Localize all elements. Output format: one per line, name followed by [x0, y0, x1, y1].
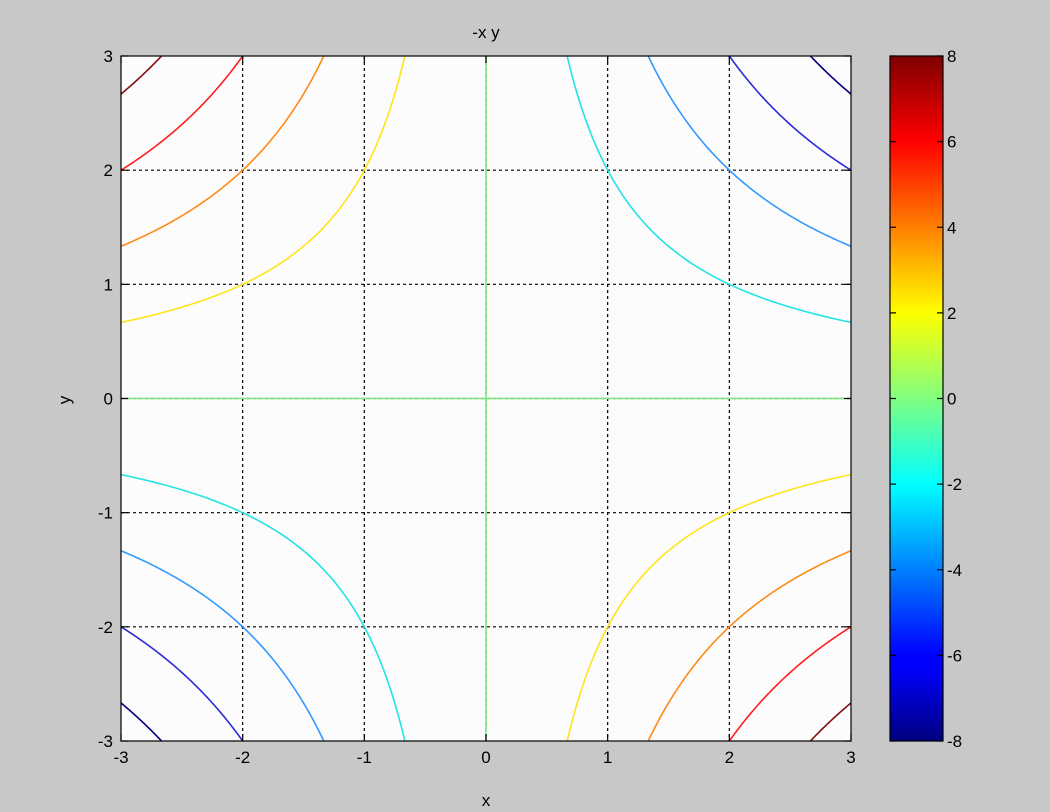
y-tick-label: 1	[104, 275, 113, 294]
contour-line-level--2	[566, 56, 851, 324]
colorbar-gradient	[889, 55, 944, 742]
contour-line-level-8	[121, 56, 163, 95]
y-tick-label: 3	[104, 47, 113, 66]
contour-line-level-4	[647, 549, 851, 741]
plot-area: -3 -2 -1 0 1 2 3 -3 -2 -1 0 1 2 3	[98, 47, 856, 767]
contour-layer	[121, 56, 851, 741]
colorbar-tick-label: -2	[947, 475, 962, 494]
colorbar-tick-label: 0	[947, 390, 956, 409]
contour-line-level-6	[728, 626, 851, 741]
x-tick-label: 0	[481, 748, 490, 767]
colorbar-tick-label: 8	[947, 47, 956, 66]
x-tick-label: -2	[235, 748, 250, 767]
x-axis-label: x	[482, 791, 491, 810]
y-tick-label: 2	[104, 161, 113, 180]
contour-line-level--2	[121, 473, 406, 741]
contour-line-level-6	[121, 56, 244, 171]
contour-line-level--6	[121, 626, 244, 741]
tick-layer: -3 -2 -1 0 1 2 3 -3 -2 -1 0 1 2 3	[98, 47, 856, 767]
y-tick-label: -1	[98, 504, 113, 523]
y-tick-label: -2	[98, 618, 113, 637]
colorbar-tick-label: 6	[947, 133, 956, 152]
x-tick-label: -1	[357, 748, 372, 767]
contour-line-level-4	[121, 56, 325, 248]
contour-line-level-2	[566, 473, 851, 741]
colorbar-tick-label: -8	[947, 732, 962, 751]
contour-line-level--4	[647, 56, 851, 248]
colorbar-tick-label: 2	[947, 304, 956, 323]
colorbar-ticks: -8 -6 -4 -2 0 2 4 6 8	[890, 47, 962, 751]
x-tick-label: 1	[603, 748, 612, 767]
contour-line-level--6	[728, 56, 851, 171]
y-axis-label: y	[55, 395, 74, 404]
contour-line-level-8	[809, 702, 851, 741]
contour-line-level--8	[121, 702, 163, 741]
y-tick-label: 0	[104, 390, 113, 409]
x-tick-label: 2	[725, 748, 734, 767]
contour-line-level--8	[809, 56, 851, 95]
chart-title: -x y	[472, 23, 500, 42]
colorbar-tick-label: -6	[947, 646, 962, 665]
x-tick-label: -3	[113, 748, 128, 767]
colorbar-tick-label: -4	[947, 561, 962, 580]
x-tick-label: 3	[846, 748, 855, 767]
y-tick-label: -3	[98, 732, 113, 751]
colorbar-tick-label: 4	[947, 218, 956, 237]
colorbar: -8 -6 -4 -2 0 2 4 6 8	[889, 47, 962, 751]
contour-line-level--4	[121, 549, 325, 741]
contour-line-level-2	[121, 56, 406, 324]
